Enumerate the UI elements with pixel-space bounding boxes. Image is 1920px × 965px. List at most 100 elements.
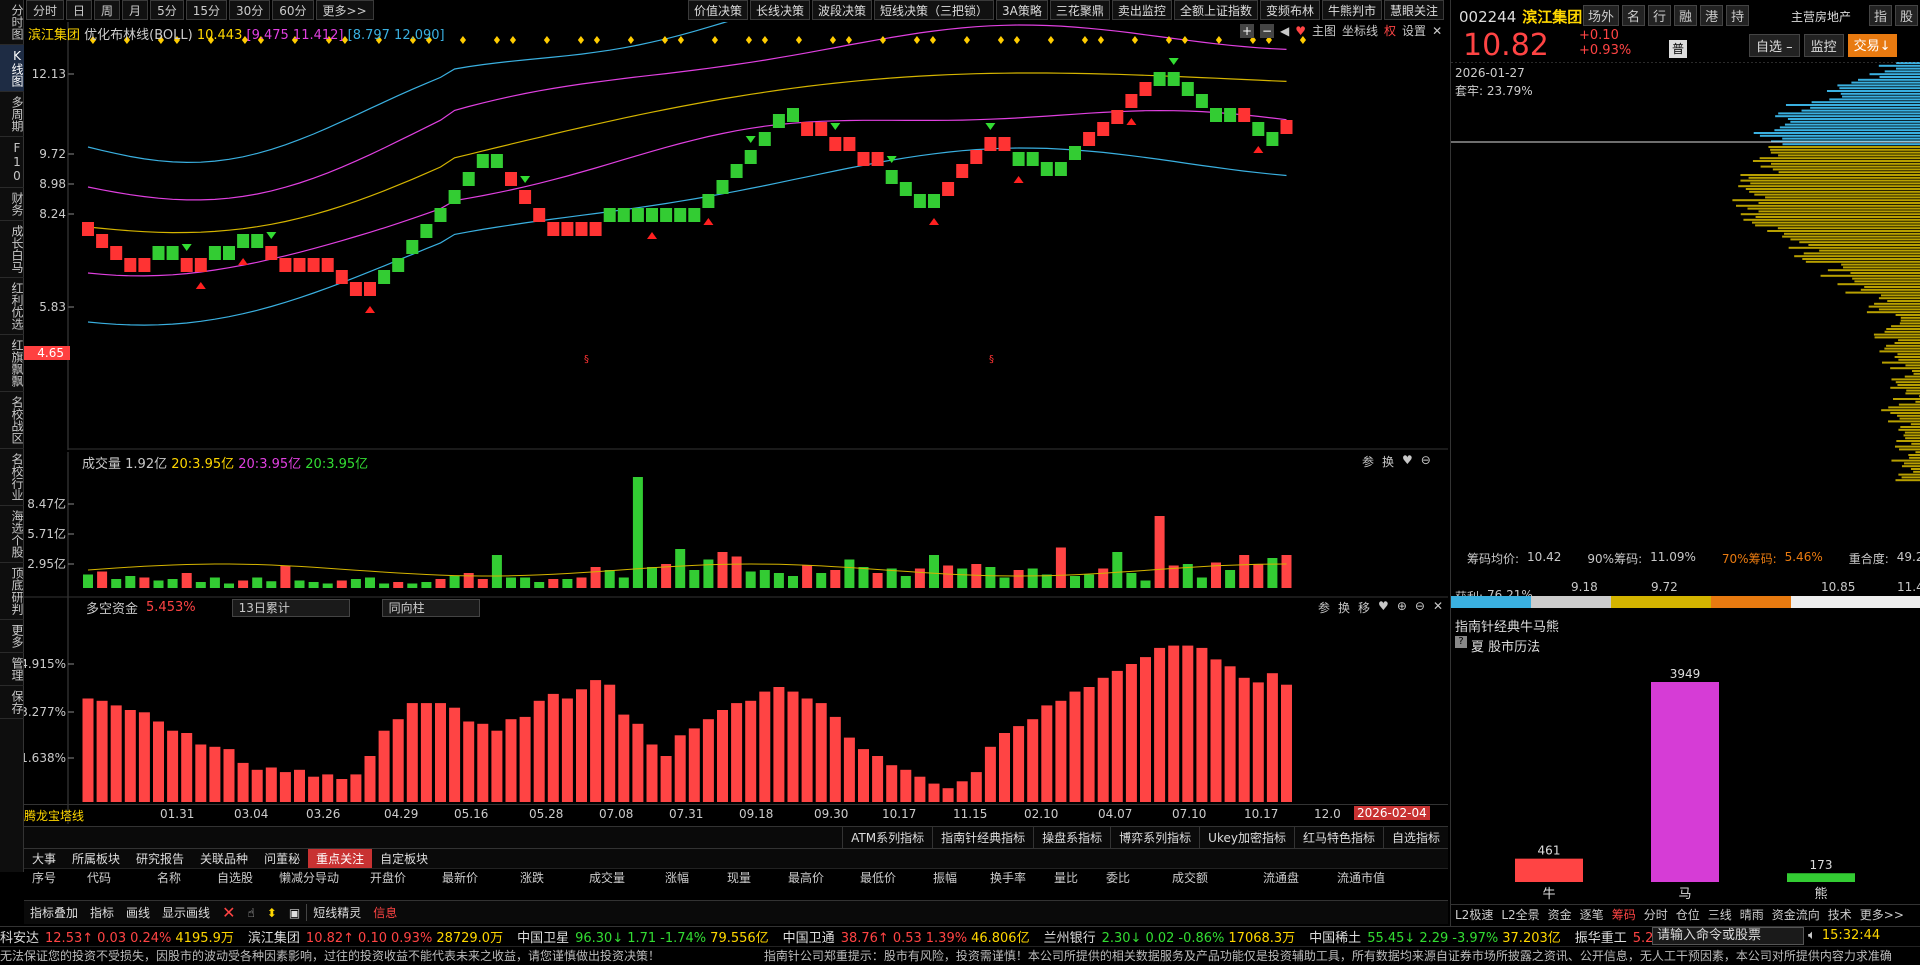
right-bottom-tab[interactable]: 仓位 bbox=[1672, 906, 1704, 923]
stock-tab[interactable]: 名 bbox=[1622, 5, 1645, 26]
coord-button[interactable]: 坐标线 bbox=[1342, 22, 1378, 39]
right-bottom-tab[interactable]: 分时 bbox=[1640, 906, 1672, 923]
zoom-in-icon[interactable]: + bbox=[1240, 24, 1254, 38]
vol-param-button[interactable]: 参 bbox=[1362, 453, 1374, 470]
table-column-header[interactable]: 懒减分导动 bbox=[266, 869, 352, 886]
left-nav-item[interactable]: 财务 bbox=[0, 188, 24, 221]
left-nav-item[interactable]: 红旗飘飘 bbox=[0, 335, 24, 392]
indicator-tab[interactable]: 指南针经典指标 bbox=[932, 827, 1033, 848]
strategy-tab[interactable]: 全额上证指数 bbox=[1174, 0, 1258, 20]
delete-icon[interactable]: ✕ bbox=[216, 903, 241, 922]
volume-chart[interactable]: 8.47亿 5.71亿 2.95亿 bbox=[24, 452, 1448, 598]
left-nav-item[interactable]: 红利优选 bbox=[0, 278, 24, 335]
table-column-header[interactable]: 代码 bbox=[64, 869, 134, 886]
tool-overlay[interactable]: 指标叠加 bbox=[24, 904, 84, 921]
left-nav-item[interactable]: 顶底研判 bbox=[0, 563, 24, 620]
right-bottom-tab[interactable]: 技术 bbox=[1824, 906, 1856, 923]
vol-swap-button[interactable]: 换 bbox=[1382, 453, 1394, 470]
dk-move-button[interactable]: 移 bbox=[1358, 599, 1370, 616]
help-icon[interactable]: ? bbox=[1455, 636, 1467, 648]
ticker-item[interactable]: 科安达 12.53↑ 0.03 0.24% 4195.9万 bbox=[0, 927, 234, 946]
settings-button[interactable]: 设置 bbox=[1402, 22, 1426, 39]
strategy-tab[interactable]: 牛熊判市 bbox=[1322, 0, 1382, 20]
right-bottom-tab[interactable]: 筹码 bbox=[1608, 906, 1640, 923]
ticker-item[interactable]: 中国卫通 38.76↑ 0.53 1.39% 46.806亿 bbox=[783, 927, 1030, 946]
table-column-header[interactable]: 自选股 bbox=[204, 869, 266, 886]
table-column-header[interactable]: 成交量 bbox=[568, 869, 646, 886]
speaker-icon[interactable]: 🔈︎ bbox=[1808, 927, 1816, 945]
strategy-tab[interactable]: 短线决策（三把锁） bbox=[874, 0, 994, 20]
left-nav-item[interactable]: 更多 bbox=[0, 620, 24, 653]
left-nav-item[interactable]: 多周期 bbox=[0, 92, 24, 137]
stock-tab[interactable]: 持 bbox=[1726, 5, 1749, 26]
dk-heart-icon[interactable]: ♥ bbox=[1378, 599, 1389, 616]
table-column-header[interactable]: 振幅 bbox=[914, 869, 976, 886]
stock-tab[interactable]: 融 bbox=[1674, 5, 1697, 26]
stock-tab[interactable]: 指 bbox=[1869, 5, 1892, 26]
strategy-tab[interactable]: 波段决策 bbox=[812, 0, 872, 20]
bottom-tab[interactable]: 研究报告 bbox=[128, 849, 192, 868]
table-column-header[interactable]: 量比 bbox=[1040, 869, 1092, 886]
right-bottom-tab[interactable]: 三线 bbox=[1704, 906, 1736, 923]
stock-tab[interactable]: 场外 bbox=[1583, 5, 1619, 26]
monitor-button[interactable]: 监控 bbox=[1804, 34, 1844, 57]
close-icon[interactable]: ✕ bbox=[1432, 24, 1442, 38]
table-column-header[interactable]: 最新价 bbox=[424, 869, 496, 886]
tool-info[interactable]: 信息 bbox=[367, 904, 403, 921]
strategy-tab[interactable]: 三花聚鼎 bbox=[1050, 0, 1110, 20]
right-bottom-tab[interactable]: L2全景 bbox=[1497, 906, 1543, 923]
left-nav-item[interactable]: K线图 bbox=[0, 45, 24, 92]
bottom-tab[interactable]: 大事 bbox=[24, 849, 64, 868]
stock-tab[interactable]: 行 bbox=[1648, 5, 1671, 26]
period-tab[interactable]: 更多>> bbox=[316, 0, 374, 20]
left-nav-item[interactable]: 成长白马 bbox=[0, 221, 24, 278]
bottom-tab[interactable]: 重点关注 bbox=[308, 849, 372, 868]
bottom-tab[interactable]: 自定板块 bbox=[372, 849, 436, 868]
table-column-header[interactable]: 现量 bbox=[708, 869, 770, 886]
tool-draw[interactable]: 画线 bbox=[120, 904, 156, 921]
table-column-header[interactable]: 成交额 bbox=[1144, 869, 1236, 886]
tool-short-spirit[interactable]: 短线精灵 bbox=[306, 904, 367, 921]
right-bottom-tab[interactable]: 资金 bbox=[1544, 906, 1576, 923]
nav-left-icon[interactable]: ◀ bbox=[1280, 24, 1289, 38]
trade-button[interactable]: 交易↓ bbox=[1848, 34, 1897, 57]
strategy-tab[interactable]: 长线决策 bbox=[750, 0, 810, 20]
table-column-header[interactable]: 涨幅 bbox=[646, 869, 708, 886]
left-nav-item[interactable]: F10 bbox=[0, 137, 24, 188]
indicator-tab[interactable]: 红马特色指标 bbox=[1294, 827, 1383, 848]
right-bottom-tab[interactable]: L2极速 bbox=[1451, 906, 1497, 923]
bottom-tab[interactable]: 问董秘 bbox=[256, 849, 308, 868]
dk-param-button[interactable]: 参 bbox=[1318, 599, 1330, 616]
period-tab[interactable]: 日 bbox=[66, 0, 92, 20]
command-input[interactable]: 请输入命令或股票 bbox=[1652, 927, 1804, 945]
vol-zoom-icon[interactable]: ⊖ bbox=[1421, 453, 1431, 470]
period-tab[interactable]: 30分 bbox=[229, 0, 270, 20]
table-column-header[interactable]: 换手率 bbox=[976, 869, 1040, 886]
dk-close-icon[interactable]: ✕ bbox=[1433, 599, 1443, 616]
hand-icon[interactable]: ☝ bbox=[241, 906, 260, 920]
table-column-header[interactable]: 开盘价 bbox=[352, 869, 424, 886]
period-tab[interactable]: 分时 bbox=[26, 0, 64, 20]
updown-icon[interactable]: ⬍ bbox=[261, 906, 283, 920]
strategy-tab[interactable]: 卖出监控 bbox=[1112, 0, 1172, 20]
zoom-out-icon[interactable]: − bbox=[1260, 24, 1274, 38]
indicator-tab[interactable]: ATM系列指标 bbox=[842, 827, 932, 848]
indicator-tab[interactable]: 操盘系指标 bbox=[1033, 827, 1110, 848]
tool-show-draw[interactable]: 显示画线 bbox=[156, 904, 216, 921]
indicator-tab[interactable]: 自选指标 bbox=[1383, 827, 1448, 848]
table-column-header[interactable]: 最低价 bbox=[842, 869, 914, 886]
table-column-header[interactable]: 委比 bbox=[1092, 869, 1144, 886]
main-chart-button[interactable]: 主图 bbox=[1312, 22, 1336, 39]
period-tab[interactable]: 月 bbox=[122, 0, 148, 20]
lock-icon[interactable]: ▣ bbox=[283, 906, 306, 920]
duokong-chart[interactable]: 4.915%3.277%1.638% bbox=[24, 598, 1448, 824]
left-nav-item[interactable]: 海选个股 bbox=[0, 506, 24, 563]
period-tab[interactable]: 60分 bbox=[272, 0, 313, 20]
right-bottom-tab[interactable]: 逐笔 bbox=[1576, 906, 1608, 923]
kline-chart[interactable]: 12.13 9.72 8.98 8.24 5.83 4.65 ♦ ♦ ♦ ♦ ♦ ♦ ♦ ♦ ♦ ♦ ♦ ♦ ♦ ♦ ♦… bbox=[24, 22, 1448, 450]
bottom-tab[interactable]: 所属板块 bbox=[64, 849, 128, 868]
dk-select-period[interactable]: 13日累计 bbox=[232, 599, 350, 617]
table-column-header[interactable]: 流通盘 bbox=[1236, 869, 1326, 886]
quan-button[interactable]: 权 bbox=[1384, 22, 1396, 39]
table-column-header[interactable]: 序号 bbox=[24, 869, 64, 886]
